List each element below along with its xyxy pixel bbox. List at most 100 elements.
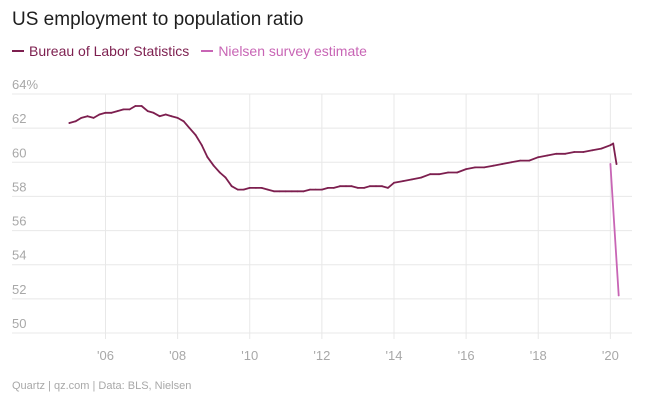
data-point-bls (128, 108, 131, 111)
data-point-bls (152, 111, 155, 114)
data-point-bls (582, 151, 585, 153)
data-point-bls (104, 111, 107, 114)
source-credit: Quartz | qz.com | Data: BLS, Nielsen (12, 380, 192, 392)
data-point-bls (387, 187, 389, 189)
data-point-bls (98, 113, 101, 116)
data-point-bls (242, 188, 245, 191)
data-point-bls (248, 187, 251, 189)
data-point-bls (339, 185, 341, 188)
data-point-bls (146, 110, 149, 112)
data-point-bls (296, 190, 299, 193)
data-point-bls (309, 188, 311, 191)
data-point-bls (357, 187, 359, 189)
legend-item-nielsen: Nielsen survey estimate (201, 43, 367, 59)
data-point-bls (465, 168, 467, 171)
data-point-bls (510, 161, 513, 164)
data-point-bls (86, 115, 89, 118)
data-point-bls (182, 120, 185, 123)
data-point-bls (188, 127, 191, 129)
data-point-bls (158, 115, 161, 118)
y-tick-label: 60 (12, 145, 26, 160)
data-point-bls (591, 149, 594, 152)
data-point-bls (116, 110, 119, 112)
data-point-bls (375, 185, 377, 188)
data-point-bls (80, 117, 83, 119)
series-line-bls (68, 105, 618, 193)
data-point-bls (492, 164, 495, 167)
data-point-bls (546, 154, 549, 157)
x-tick-label: '14 (386, 348, 403, 363)
data-point-bls (200, 144, 203, 147)
data-point-bls (402, 180, 404, 183)
x-tick-label: '20 (602, 348, 619, 363)
data-point-bls (600, 147, 603, 150)
data-point-bls (224, 176, 227, 179)
y-tick-label: 56 (12, 214, 26, 229)
data-point-bls (134, 105, 137, 107)
data-point-bls (447, 171, 449, 174)
chart-title: US employment to population ratio (12, 9, 304, 30)
data-point-bls (314, 188, 317, 191)
y-tick-label: 62 (12, 111, 26, 126)
legend-item-bls: Bureau of Labor Statistics (12, 43, 189, 59)
data-point-bls (291, 190, 293, 193)
y-tick-label: 54 (12, 248, 26, 263)
series-line-nielsen (609, 163, 620, 297)
y-tick-label: 50 (12, 316, 26, 331)
data-point-bls (110, 111, 113, 114)
data-point-bls (273, 190, 275, 193)
data-point-bls (92, 117, 95, 119)
data-point-bls (284, 190, 287, 193)
y-tick-label: 58 (12, 179, 26, 194)
data-point-bls (609, 144, 612, 147)
data-point-bls (194, 134, 197, 136)
data-point-bls (537, 156, 540, 159)
y-tick-label: 52 (12, 282, 26, 297)
data-point-bls (612, 142, 615, 145)
legend-swatch-bls (12, 50, 24, 52)
x-tick-label: '08 (169, 348, 186, 363)
data-point-bls (206, 156, 209, 159)
data-point-bls (74, 120, 77, 123)
data-point-bls (164, 113, 167, 116)
data-point-bls (255, 187, 257, 189)
data-point-bls (615, 163, 618, 165)
data-point-bls (555, 152, 558, 155)
data-point-bls (474, 166, 476, 169)
data-point-bls (420, 176, 422, 179)
data-point-bls (350, 185, 353, 188)
data-point-nielsen (609, 163, 612, 165)
y-tick-label: 64% (12, 77, 38, 92)
data-point-bls (332, 187, 335, 189)
data-point-bls (122, 108, 125, 111)
data-point-bls (438, 173, 440, 176)
data-point-bls (212, 164, 215, 167)
data-point-bls (236, 188, 239, 191)
data-point-bls (483, 166, 485, 169)
data-point-bls (528, 159, 531, 162)
data-point-bls (501, 163, 504, 165)
data-point-nielsen (617, 294, 620, 297)
data-point-bls (266, 188, 269, 191)
data-point-bls (456, 171, 458, 174)
x-tick-label: '16 (458, 348, 475, 363)
data-point-bls (278, 190, 281, 193)
data-point-bls (411, 178, 413, 181)
data-point-bls (170, 115, 173, 118)
data-point-bls (321, 188, 323, 191)
data-point-bls (230, 185, 233, 188)
data-point-bls (260, 187, 263, 189)
data-point-bls (381, 185, 383, 188)
legend-label-bls: Bureau of Labor Statistics (29, 43, 190, 59)
data-point-bls (368, 185, 371, 188)
data-point-bls (564, 152, 567, 155)
data-point-bls (363, 187, 365, 189)
data-point-bls (176, 117, 179, 119)
data-point-bls (140, 105, 143, 107)
legend-swatch-nielsen (201, 50, 214, 52)
legend-label-nielsen: Nielsen survey estimate (218, 43, 367, 59)
data-point-bls (429, 173, 431, 176)
data-point-bls (218, 171, 221, 174)
x-tick-label: '10 (241, 348, 258, 363)
